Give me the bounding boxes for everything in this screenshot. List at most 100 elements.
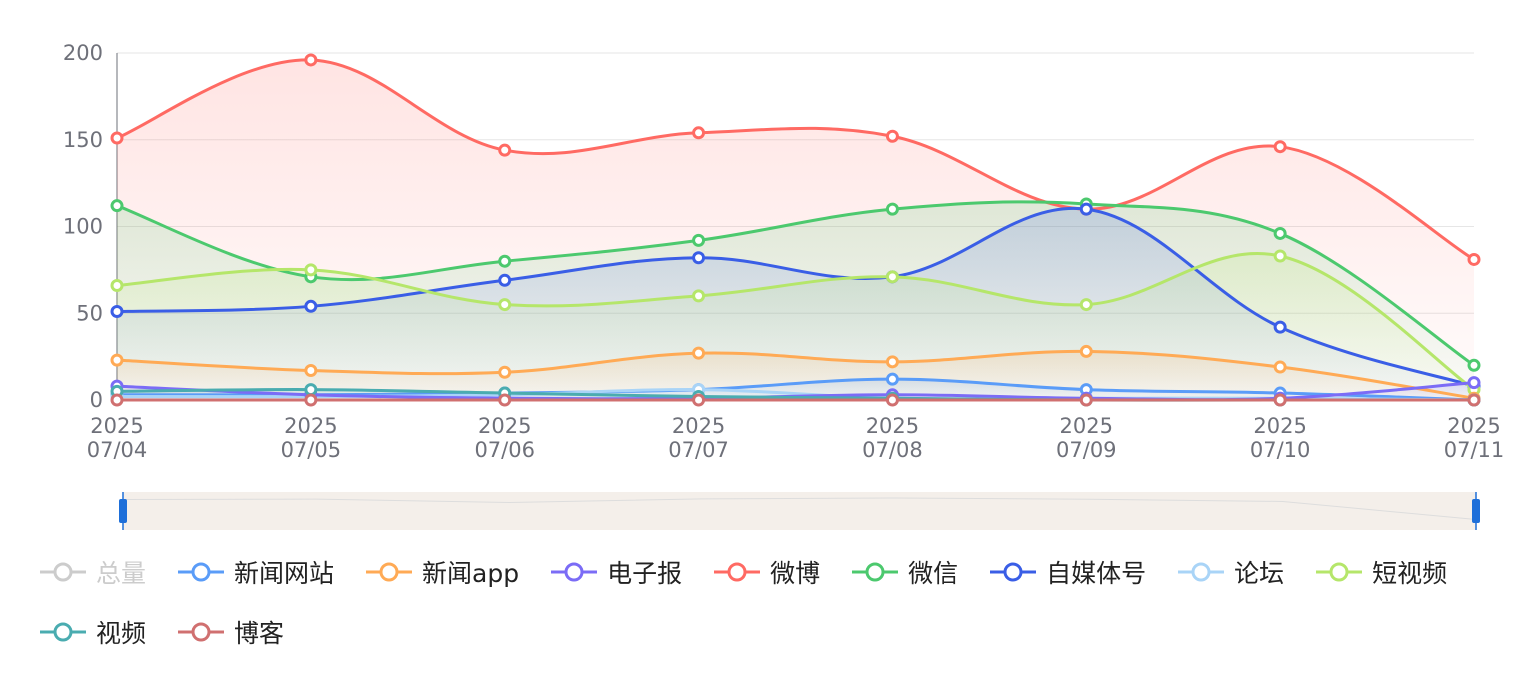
legend-line-circle-icon	[178, 622, 225, 642]
legend-item[interactable]: 自媒体号	[988, 552, 1146, 592]
legend-line-circle-icon	[1316, 562, 1363, 582]
data-point[interactable]	[692, 126, 706, 140]
data-point[interactable]	[1273, 249, 1287, 263]
legend-line-circle-icon	[551, 562, 598, 582]
data-point[interactable]	[1467, 376, 1481, 390]
data-point[interactable]	[498, 254, 512, 268]
legend-label: 新闻网站	[234, 559, 335, 588]
x-tick-label: 2025 07/04	[87, 414, 148, 462]
data-point[interactable]	[692, 346, 706, 360]
data-point[interactable]	[110, 393, 124, 407]
data-point[interactable]	[110, 305, 124, 319]
data-point[interactable]	[304, 53, 318, 67]
legend-line-circle-icon	[178, 562, 225, 582]
legend-line-circle-icon	[852, 562, 899, 582]
x-tick-label: 2025 07/07	[668, 414, 729, 462]
data-point[interactable]	[885, 270, 899, 284]
y-tick-label: 150	[63, 128, 103, 152]
legend-label: 总量	[96, 559, 147, 588]
legend-item[interactable]: 新闻网站	[176, 552, 334, 592]
line-chart: 0 50 100 150 200 2025 07/04 2025 07/05 2025 07/06 2…	[63, 41, 1505, 530]
legend-line-circle-icon	[40, 622, 86, 642]
legend-label: 微博	[770, 559, 821, 588]
data-point[interactable]	[304, 263, 318, 277]
legend-item[interactable]: 短视频	[1314, 552, 1447, 592]
data-point[interactable]	[498, 143, 512, 157]
data-point[interactable]	[692, 289, 706, 303]
data-point[interactable]	[110, 199, 124, 213]
datazoom-handle-right[interactable]	[1472, 499, 1480, 523]
legend-item[interactable]: 微博	[712, 552, 820, 592]
data-point[interactable]	[1079, 298, 1093, 312]
series-line	[116, 349, 1475, 400]
series-line	[116, 200, 1475, 367]
data-point[interactable]	[1079, 393, 1093, 407]
legend-line-circle-icon	[990, 562, 1037, 582]
data-point[interactable]	[1273, 360, 1287, 374]
legend-label: 新闻app	[422, 559, 520, 588]
data-point[interactable]	[304, 364, 318, 378]
y-tick-label: 200	[63, 41, 103, 65]
data-point[interactable]	[1079, 344, 1093, 358]
legend-item[interactable]: 微信	[850, 552, 958, 592]
data-point[interactable]	[498, 393, 512, 407]
data-point[interactable]	[304, 393, 318, 407]
legend-item[interactable]: 总量	[38, 552, 146, 592]
legend-label: 论坛	[1234, 559, 1285, 588]
legend-line-circle-icon	[366, 562, 413, 582]
x-tick-label: 2025 07/10	[1250, 414, 1311, 462]
data-point[interactable]	[1273, 226, 1287, 240]
data-point[interactable]	[885, 355, 899, 369]
data-point[interactable]	[885, 202, 899, 216]
x-tick-label: 2025 07/09	[1056, 414, 1117, 462]
legend: 总量 新闻网站 新闻app 电子报 微博 微信 自媒体号 论坛 短视频视频 博客	[38, 552, 1518, 652]
legend-label: 短视频	[1372, 559, 1448, 588]
series-area	[117, 351, 1474, 400]
data-point[interactable]	[498, 298, 512, 312]
y-tick-label: 50	[76, 301, 103, 325]
series-line	[116, 252, 1475, 391]
datazoom-slider[interactable]	[123, 492, 1476, 530]
data-point[interactable]	[304, 383, 318, 397]
data-point[interactable]	[498, 273, 512, 287]
data-point[interactable]	[885, 372, 899, 386]
data-point[interactable]	[110, 131, 124, 145]
series-line	[116, 58, 1475, 261]
data-point[interactable]	[692, 233, 706, 247]
series-line	[116, 206, 1475, 388]
legend-line-circle-icon	[714, 562, 761, 582]
data-point[interactable]	[1467, 358, 1481, 372]
datazoom-preview-line	[122, 497, 1477, 520]
data-point[interactable]	[1467, 252, 1481, 266]
data-point[interactable]	[110, 278, 124, 292]
x-tick-label: 2025 07/11	[1444, 414, 1505, 462]
data-point[interactable]	[1079, 202, 1093, 216]
legend-label: 自媒体号	[1046, 559, 1147, 588]
data-point[interactable]	[885, 393, 899, 407]
legend-item[interactable]: 电子报	[549, 552, 682, 592]
data-point[interactable]	[1467, 393, 1481, 407]
datazoom-handle-left[interactable]	[119, 499, 127, 523]
data-point[interactable]	[1273, 393, 1287, 407]
data-point[interactable]	[498, 365, 512, 379]
legend-label: 博客	[234, 619, 285, 648]
data-point[interactable]	[110, 353, 124, 367]
legend-item[interactable]: 新闻app	[364, 552, 519, 592]
data-point[interactable]	[1273, 320, 1287, 334]
legend-item[interactable]: 论坛	[1176, 552, 1284, 592]
legend-item[interactable]: 视频	[38, 612, 146, 652]
legend-label: 视频	[96, 619, 147, 648]
data-point[interactable]	[692, 251, 706, 265]
y-tick-label: 100	[63, 215, 103, 239]
legend-label: 微信	[908, 559, 959, 588]
legend-line-circle-icon	[40, 562, 86, 582]
legend-item[interactable]: 博客	[176, 612, 284, 652]
data-point[interactable]	[885, 129, 899, 143]
legend-line-circle-icon	[1178, 562, 1225, 582]
data-point[interactable]	[692, 393, 706, 407]
y-tick-label: 0	[90, 388, 103, 412]
data-point[interactable]	[304, 299, 318, 313]
legend-label: 电子报	[607, 559, 683, 588]
data-point[interactable]	[1273, 140, 1287, 154]
